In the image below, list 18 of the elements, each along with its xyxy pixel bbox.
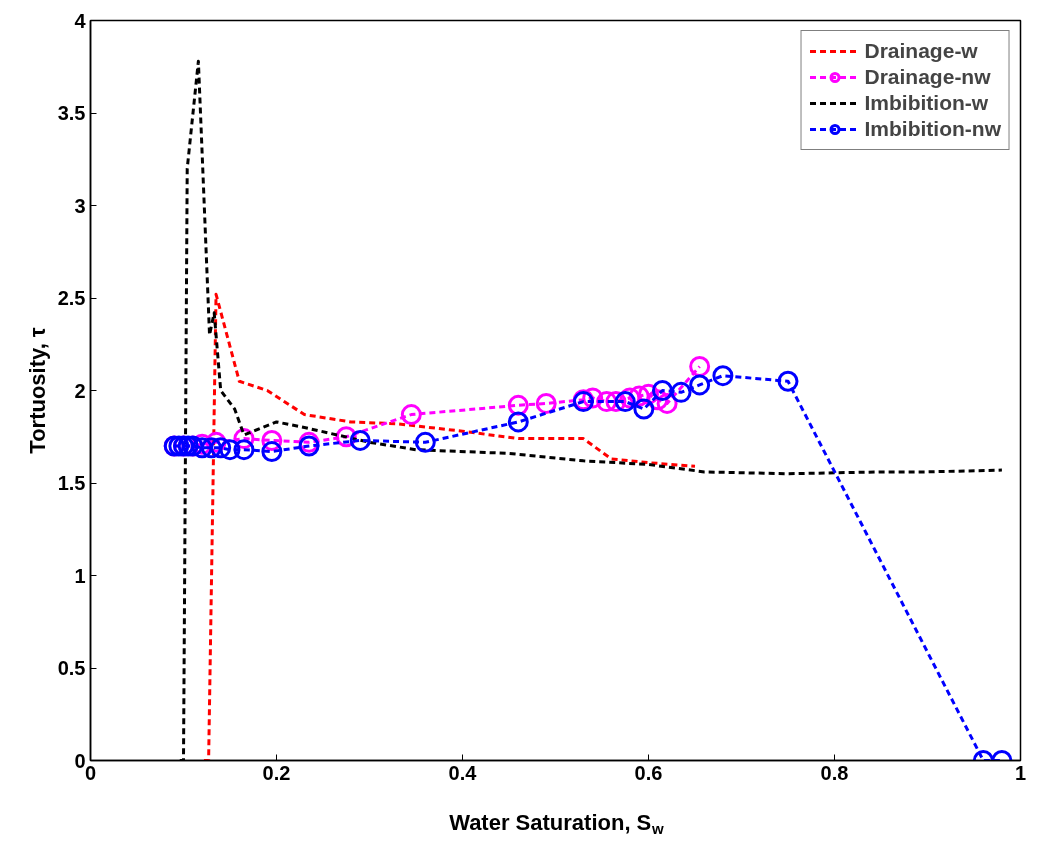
y-tick-label: 3 [74, 194, 86, 217]
x-tick-label: 0.8 [820, 761, 849, 784]
legend-label: Imbibition-w [864, 91, 989, 115]
y-tick-label: 1.5 [57, 472, 86, 494]
y-tick-label: 1 [74, 564, 86, 587]
y-tick-label: 2 [74, 379, 86, 402]
y-axis-title: Tortuosity, τ [24, 327, 50, 454]
y-tick-label: 3.5 [57, 102, 86, 124]
legend-label: Imbibition-nw [864, 117, 1001, 141]
y-tick-label: 0.5 [57, 657, 86, 679]
x-tick-label: 1 [1014, 761, 1027, 784]
x-tick-label: 0.6 [634, 761, 663, 784]
legend-label: Drainage-nw [864, 65, 991, 89]
y-tick-label: 4 [74, 9, 87, 32]
x-tick-label: 0.2 [262, 761, 291, 784]
legend-label: Drainage-w [864, 39, 978, 63]
y-tick-label: 2.5 [57, 287, 86, 309]
x-tick-label: 0.4 [448, 761, 478, 784]
